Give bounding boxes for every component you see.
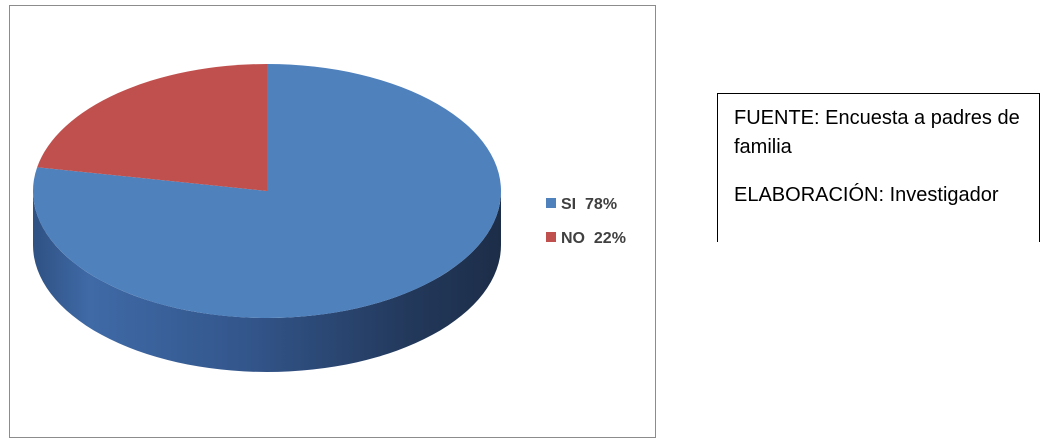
legend-value-no: 22% <box>593 230 626 247</box>
legend-item-no: NO 22% <box>546 230 626 250</box>
legend-item-si: SI 78% <box>546 196 626 216</box>
pie-chart <box>33 64 501 372</box>
chart-legend: SI 78% NO 22% <box>546 196 626 264</box>
legend-label-no: NO <box>561 230 585 247</box>
legend-label-si: SI <box>561 196 577 213</box>
pie-slice-no <box>37 64 268 191</box>
source-text: FUENTE: Encuesta a padres de familia <box>734 107 1020 158</box>
source-note-box: FUENTE: Encuesta a padres de familia ELA… <box>717 93 1040 242</box>
author-text: ELABORACIÓN: Investigador <box>734 184 999 206</box>
legend-swatch-no <box>546 231 556 242</box>
pie-side-si <box>33 191 501 372</box>
chart-area: SI 78% NO 22% <box>9 5 656 438</box>
legend-swatch-si <box>546 197 556 208</box>
legend-value-si: 78% <box>585 196 618 213</box>
